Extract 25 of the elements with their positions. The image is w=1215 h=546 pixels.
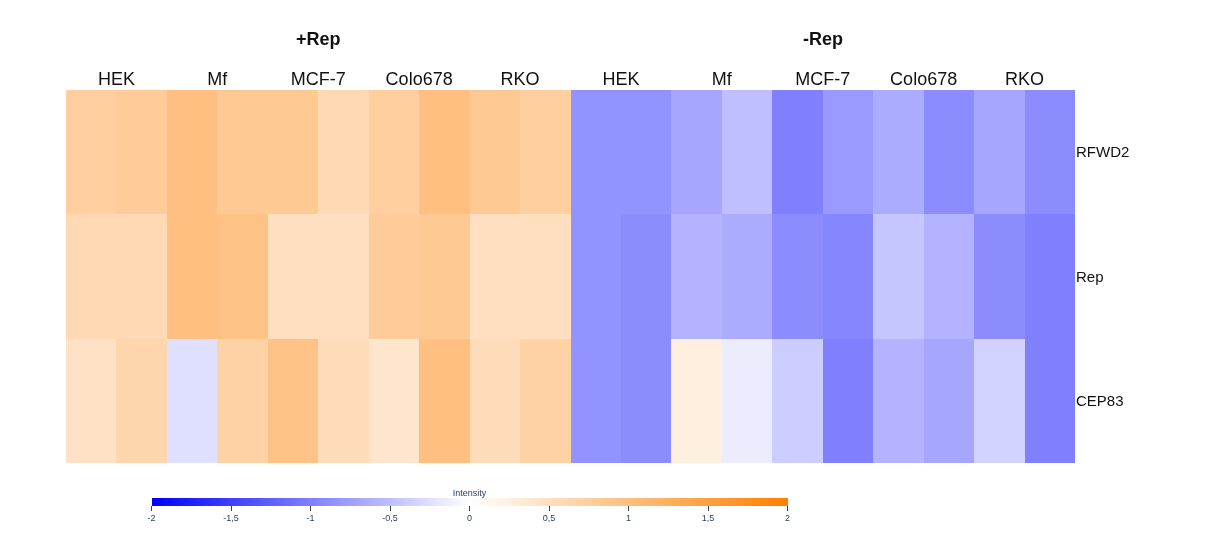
color-bar-title: Intensity [452,488,487,499]
x-tick-label: Colo678 [890,69,958,90]
x-tick-label: RKO [500,69,540,90]
x-tick-label: MCF-7 [795,69,851,90]
y-tick-label: CEP83 [1076,392,1124,410]
x-tick-label: HEK [97,69,135,90]
x-tick-label: RKO [1005,69,1045,90]
color-bar-label: -2 [147,513,156,524]
color-bar-label: 2 [785,513,791,524]
y-tick-label: RFWD2 [1076,143,1130,161]
color-bar-label: -1 [306,513,315,524]
text: -Rep [803,29,843,49]
color-bar-label: 0 [467,513,473,524]
color-bar-label: -1,5 [223,513,239,524]
y-tick-label: Rep [1076,267,1104,285]
color-bar-label: 0,5 [542,513,556,524]
color-bar-label: 1 [626,513,632,524]
x-tick-label: HEK [602,69,640,90]
color-bar-label: -0,5 [382,513,398,524]
x-tick-label: Mf [207,69,229,90]
x-tick-label: MCF-7 [290,69,346,90]
text: +Rep [296,29,341,49]
color-bar-label: 1,5 [701,513,715,524]
x-tick-label: Mf [711,69,733,90]
x-tick-label: Colo678 [385,69,453,90]
